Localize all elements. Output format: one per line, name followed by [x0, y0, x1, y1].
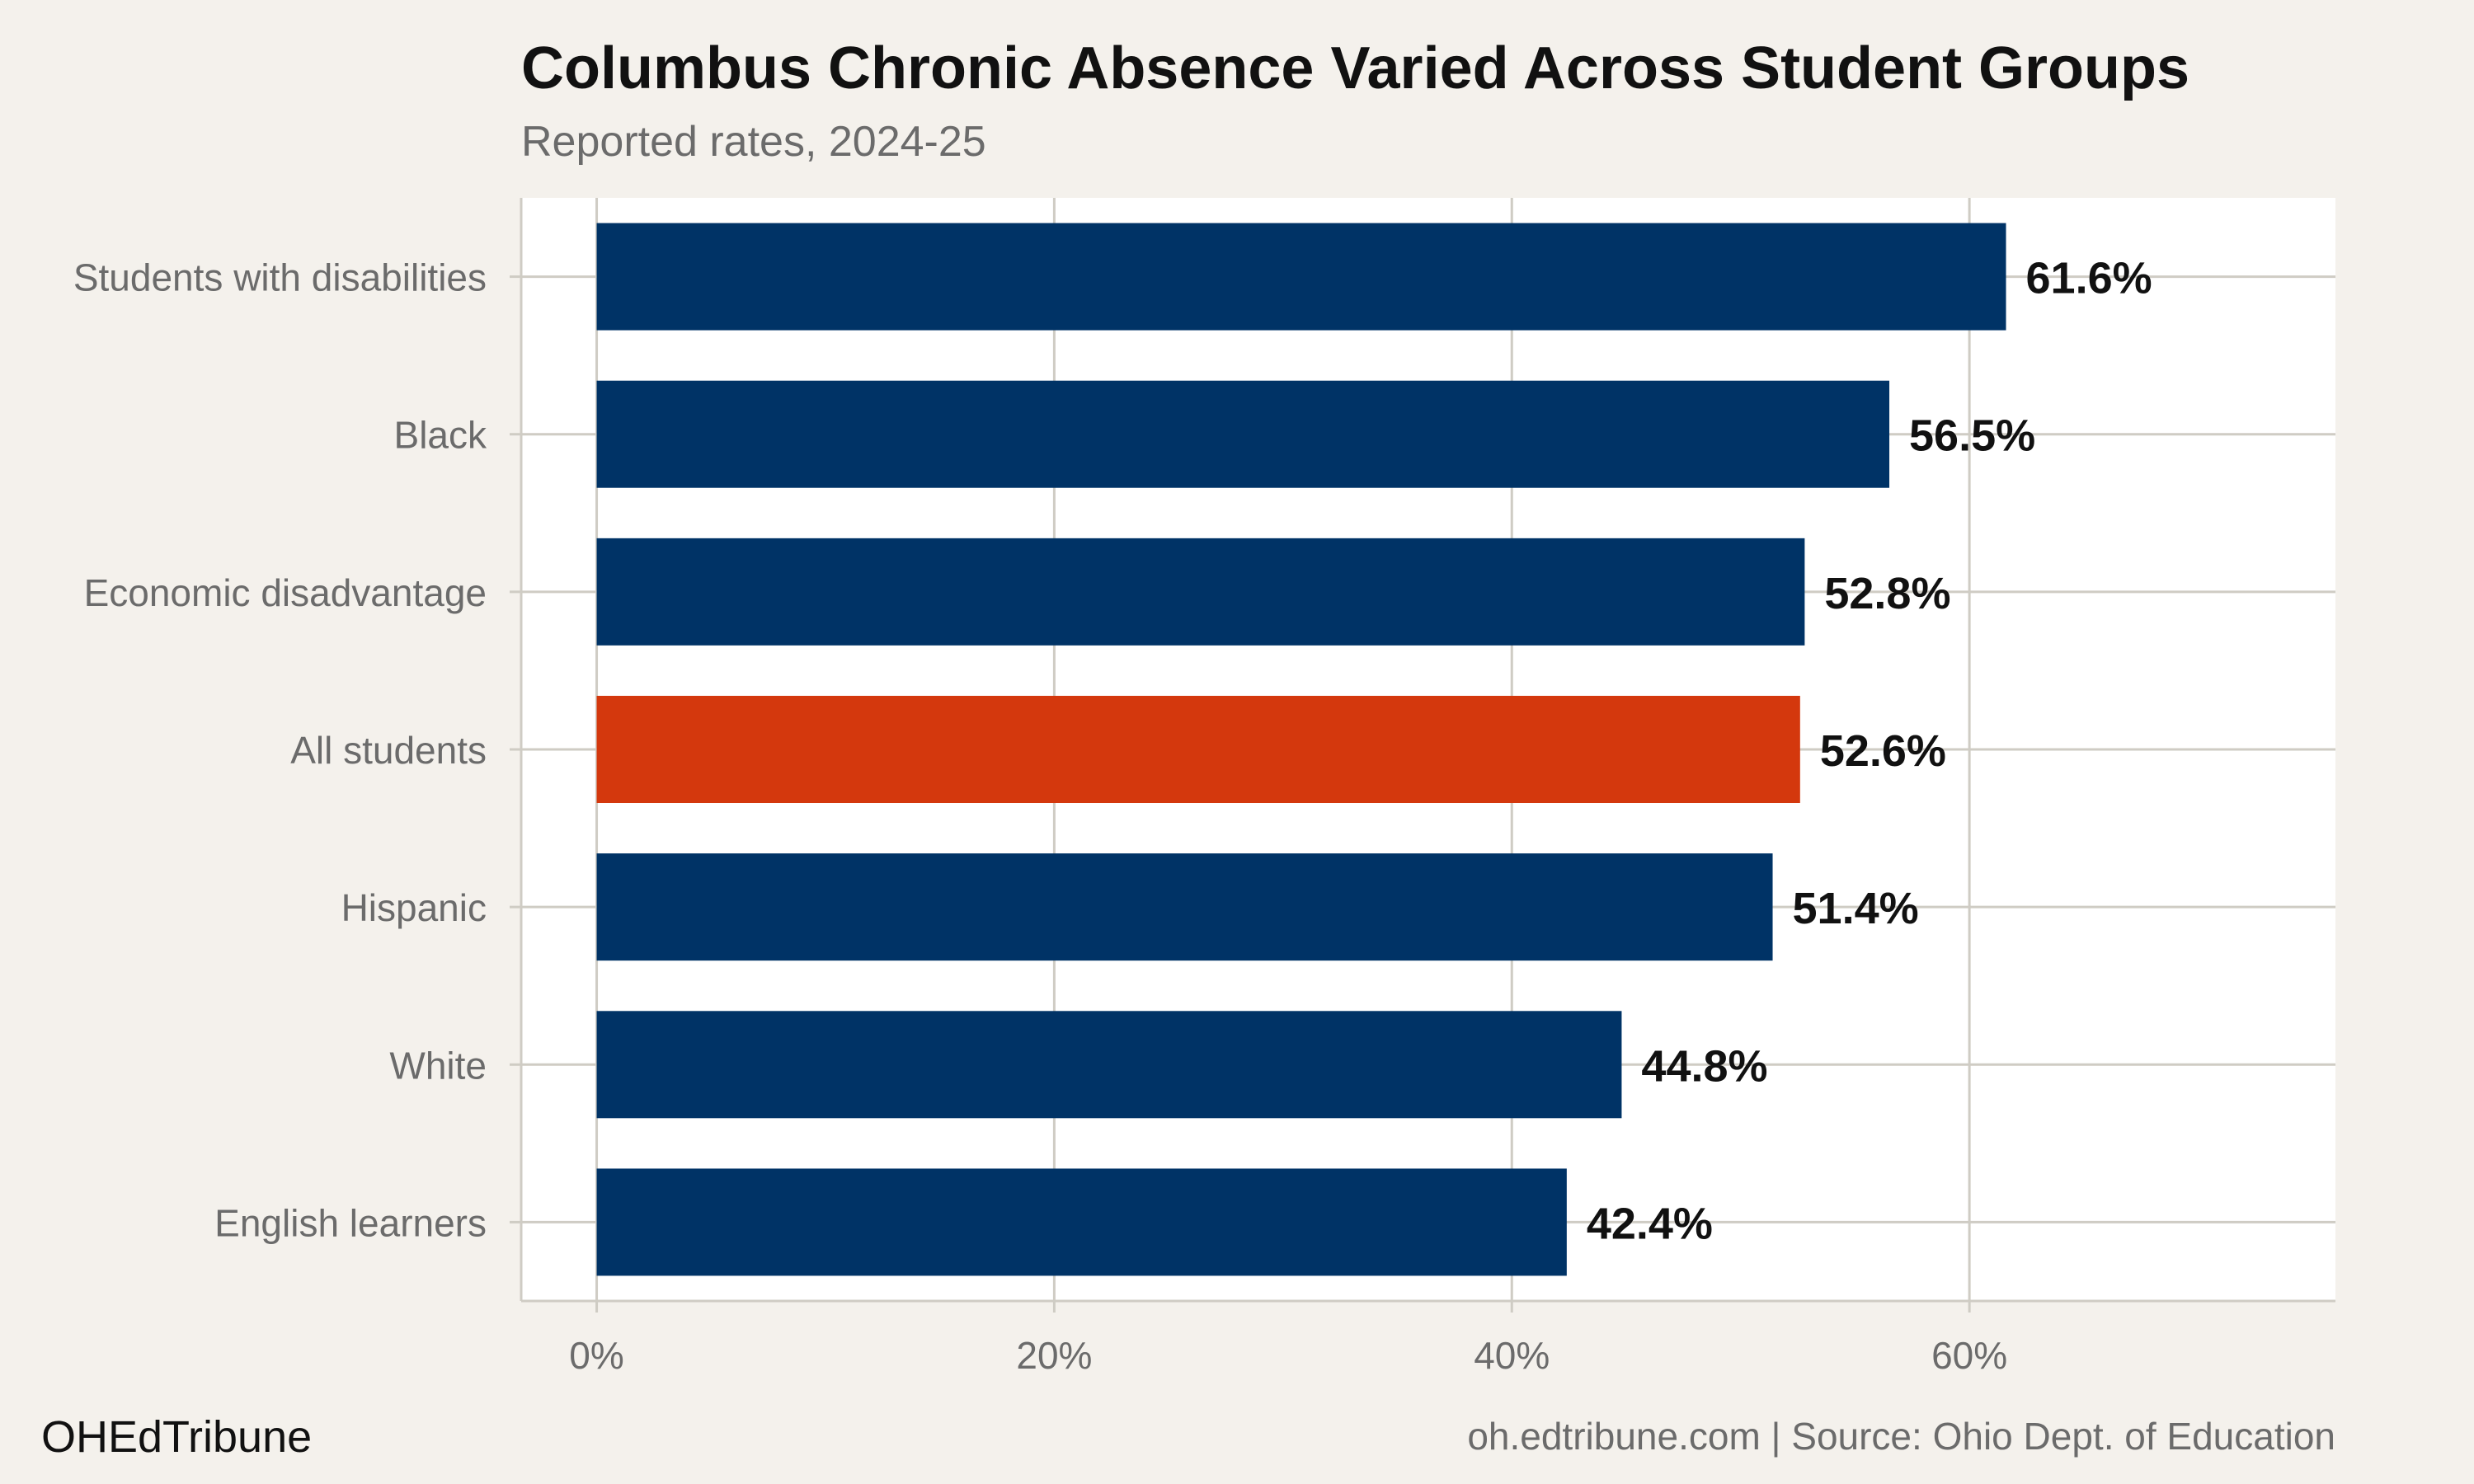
category-label: White: [389, 1044, 487, 1087]
category-labels: Students with disabilities Black Economic …: [73, 256, 487, 1245]
bar: [596, 538, 1805, 646]
category-label: Hispanic: [341, 886, 487, 929]
bar-value-label: 56.5%: [1909, 411, 2035, 461]
brand-logo-text: OHEdTribune: [41, 1412, 313, 1462]
bar: [596, 380, 1890, 488]
chart-title: Columbus Chronic Absence Varied Across S…: [521, 35, 2190, 101]
x-tick-label: 20%: [1016, 1334, 1092, 1377]
bars: [596, 223, 2006, 1276]
chart-subtitle: Reported rates, 2024-25: [521, 118, 986, 166]
bar-value-label: 52.8%: [1824, 569, 1950, 618]
bar-value-label: 42.4%: [1587, 1199, 1713, 1248]
x-tick-labels: 0% 20% 40% 60%: [569, 1334, 2007, 1377]
category-label: All students: [290, 729, 487, 772]
x-tick-label: 40%: [1474, 1334, 1550, 1377]
x-tick-label: 60%: [1931, 1334, 2007, 1377]
category-label: Black: [394, 414, 487, 457]
source-credit: oh.edtribune.com | Source: Ohio Dept. of…: [1467, 1415, 2335, 1458]
category-label: English learners: [214, 1201, 487, 1244]
bar: [596, 1011, 1622, 1119]
category-label: Economic disadvantage: [84, 571, 487, 614]
bar-value-label: 61.6%: [2026, 254, 2152, 303]
category-label: Students with disabilities: [73, 256, 487, 299]
x-tick-label: 0%: [569, 1334, 623, 1377]
bar: [596, 223, 2006, 331]
bar: [596, 853, 1773, 961]
bar-value-label: 51.4%: [1793, 884, 1919, 933]
bar: [596, 1168, 1567, 1276]
bar-value-label: 44.8%: [1641, 1041, 1767, 1091]
bar-value-label: 52.6%: [1820, 726, 1946, 776]
value-labels: 61.6% 56.5% 52.8% 52.6% 51.4% 44.8% 42.4%: [1587, 254, 2152, 1249]
bar: [596, 696, 1800, 803]
axes: [510, 198, 2335, 1313]
